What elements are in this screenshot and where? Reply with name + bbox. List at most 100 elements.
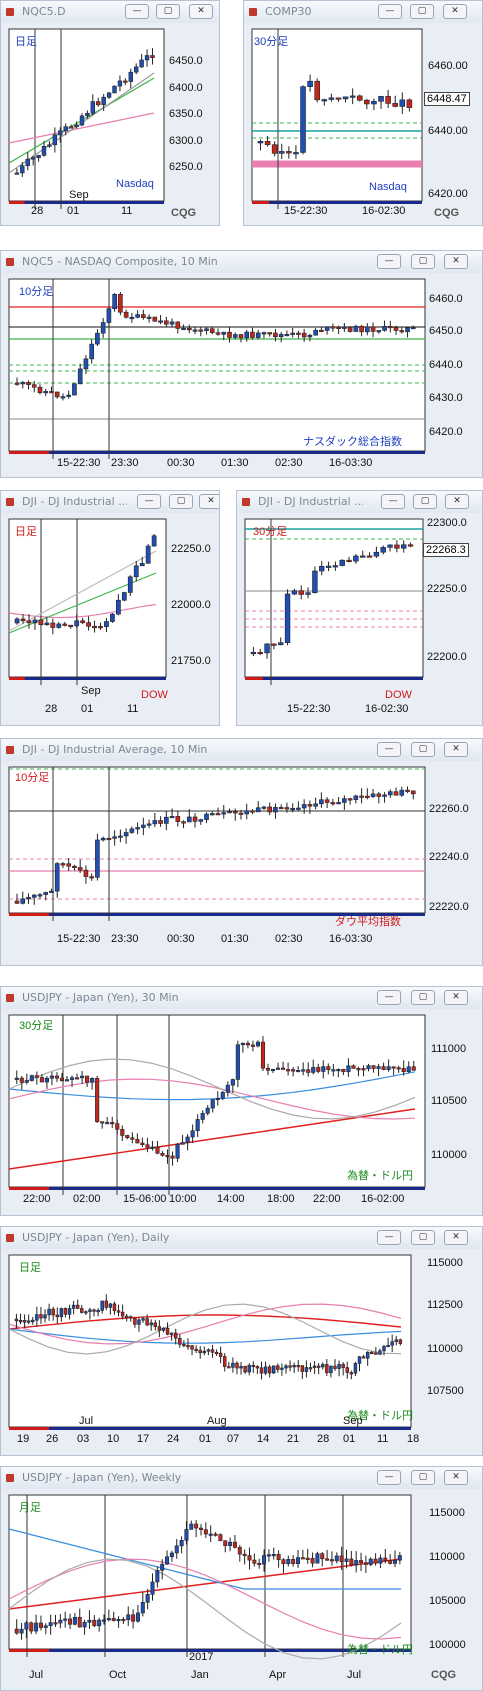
y-tick: 110000 <box>431 1149 467 1161</box>
maximize-button[interactable]: ▢ <box>413 494 437 509</box>
candle <box>399 789 405 796</box>
candle <box>135 827 140 830</box>
candle <box>310 1558 315 1564</box>
candle <box>291 1559 296 1564</box>
candle <box>386 1345 390 1348</box>
minimize-button[interactable]: — <box>125 4 149 19</box>
chart-window-usdjpy-weekly[interactable]: USDJPY - Japan (Yen), Weekly — ▢ ✕ 月足 為替… <box>0 1466 483 1691</box>
candle <box>363 1562 368 1565</box>
candle <box>264 643 270 654</box>
chart-area[interactable] <box>1 273 483 478</box>
candle <box>365 795 370 798</box>
title-bar[interactable]: USDJPY - Japan (Yen), 30 Min — ▢ ✕ <box>1 987 482 1009</box>
x-tick: 23:30 <box>111 933 139 945</box>
chart-area[interactable] <box>1 1489 483 1691</box>
maximize-button[interactable]: ▢ <box>169 494 193 509</box>
maximize-button[interactable]: ▢ <box>156 4 180 19</box>
minimize-button[interactable]: — <box>377 742 401 757</box>
candle <box>281 1559 286 1565</box>
maximize-button[interactable]: ▢ <box>411 1470 435 1485</box>
candle <box>39 1077 44 1083</box>
candle <box>291 1069 296 1072</box>
chart-area[interactable] <box>1 761 483 966</box>
window-title: DJI - DJ Industrial ... <box>22 495 127 508</box>
chart-area[interactable] <box>1 1249 483 1456</box>
chart-window-dji-daily[interactable]: DJI - DJ Industrial ... — ▢ ✕ 日足 DOW 222… <box>0 490 220 726</box>
minimize-button[interactable]: — <box>137 494 161 509</box>
title-bar[interactable]: COMP30 — ▢ ✕ <box>244 1 482 23</box>
minimize-button[interactable]: — <box>377 1470 401 1485</box>
minimize-button[interactable]: — <box>381 494 405 509</box>
title-bar[interactable]: DJI - DJ Industrial Average, 10 Min — ▢ … <box>1 739 482 761</box>
close-button[interactable]: ✕ <box>443 4 467 19</box>
maximize-button[interactable]: ▢ <box>410 4 434 19</box>
minimize-button[interactable]: — <box>377 254 401 269</box>
chart-area[interactable] <box>1 1009 483 1216</box>
chart-window-dji-30min[interactable]: DJI - DJ Industrial ... — ▢ ✕ 30分足 DOW 2… <box>236 490 483 726</box>
x-tick: 15-22:30 <box>57 933 101 945</box>
candle <box>20 165 25 174</box>
candle <box>347 798 353 801</box>
minimize-button[interactable]: — <box>378 4 402 19</box>
window-title: NQC5 - NASDAQ Composite, 10 Min <box>22 255 218 268</box>
footer-label: ナスダック総合指数 <box>303 436 402 448</box>
minimize-button[interactable]: — <box>377 1230 401 1245</box>
candle <box>67 1308 72 1315</box>
candle <box>198 329 204 332</box>
close-button[interactable]: ✕ <box>444 1230 468 1245</box>
candle <box>410 790 416 795</box>
candle <box>68 624 74 627</box>
candle <box>298 590 304 595</box>
candle <box>186 1345 190 1348</box>
chart-window-dji-10min[interactable]: DJI - DJ Industrial Average, 10 Min — ▢ … <box>0 738 483 966</box>
candle <box>325 565 332 568</box>
close-button[interactable]: ✕ <box>444 1470 468 1485</box>
moving-average-line <box>8 1058 416 1120</box>
close-button[interactable]: ✕ <box>189 4 213 19</box>
title-bar[interactable]: USDJPY - Japan (Yen), Daily — ▢ ✕ <box>1 1227 482 1249</box>
moving-average-line <box>8 1078 416 1120</box>
title-bar[interactable]: NQC5.D — ▢ ✕ <box>1 1 219 23</box>
candle <box>141 1318 145 1321</box>
candle <box>264 141 271 145</box>
chart-window-usdjpy-30min[interactable]: USDJPY - Japan (Yen), 30 Min — ▢ ✕ 30分足 … <box>0 986 483 1216</box>
chart-window-icon <box>249 8 257 16</box>
title-bar[interactable]: NQC5 - NASDAQ Composite, 10 Min — ▢ ✕ <box>1 251 482 273</box>
candle <box>346 1065 351 1073</box>
candle <box>351 1065 356 1069</box>
minimize-button[interactable]: — <box>377 990 401 1005</box>
candle <box>139 563 145 567</box>
candle <box>106 1618 111 1621</box>
close-button[interactable]: ✕ <box>444 742 468 757</box>
candle <box>49 391 54 394</box>
candle <box>112 836 117 839</box>
x-tick: 00:30 <box>167 933 195 945</box>
maximize-button[interactable]: ▢ <box>411 990 435 1005</box>
candle <box>53 1622 58 1625</box>
chart-window-comp30[interactable]: COMP30 — ▢ ✕ 30分足 Nasdaq 6460.00 6440.00… <box>243 0 483 226</box>
candle <box>387 791 393 796</box>
x-tick: 23:30 <box>111 457 139 469</box>
candle <box>259 1367 264 1374</box>
chart-area[interactable] <box>244 23 483 226</box>
candle <box>198 1349 202 1354</box>
title-bar[interactable]: DJI - DJ Industrial ... — ▢ ✕ <box>237 491 482 513</box>
close-button[interactable]: ✕ <box>444 990 468 1005</box>
chart-window-nqc5-daily[interactable]: NQC5.D — ▢ ✕ 日足 Nasdaq 6450.0 6400.0 635… <box>0 0 220 226</box>
close-button[interactable]: ✕ <box>444 254 468 269</box>
maximize-button[interactable]: ▢ <box>411 1230 435 1245</box>
title-bar[interactable]: USDJPY - Japan (Yen), Weekly — ▢ ✕ <box>1 1467 482 1489</box>
candle <box>37 386 43 393</box>
chart-area[interactable] <box>1 513 220 726</box>
close-button[interactable]: ✕ <box>445 494 469 509</box>
candle <box>210 1099 215 1109</box>
candle <box>20 898 26 904</box>
close-button[interactable]: ✕ <box>199 494 219 509</box>
title-bar[interactable]: DJI - DJ Industrial ... — ▢ ✕ <box>1 491 219 513</box>
maximize-button[interactable]: ▢ <box>411 742 435 757</box>
chart-window-usdjpy-daily[interactable]: USDJPY - Japan (Yen), Daily — ▢ ✕ 日足 為替・… <box>0 1226 483 1456</box>
chart-window-nasdaq-10min[interactable]: NQC5 - NASDAQ Composite, 10 Min — ▢ ✕ 10… <box>0 250 483 478</box>
chart-window-icon <box>242 498 250 506</box>
chart-area[interactable] <box>1 23 220 226</box>
maximize-button[interactable]: ▢ <box>411 254 435 269</box>
